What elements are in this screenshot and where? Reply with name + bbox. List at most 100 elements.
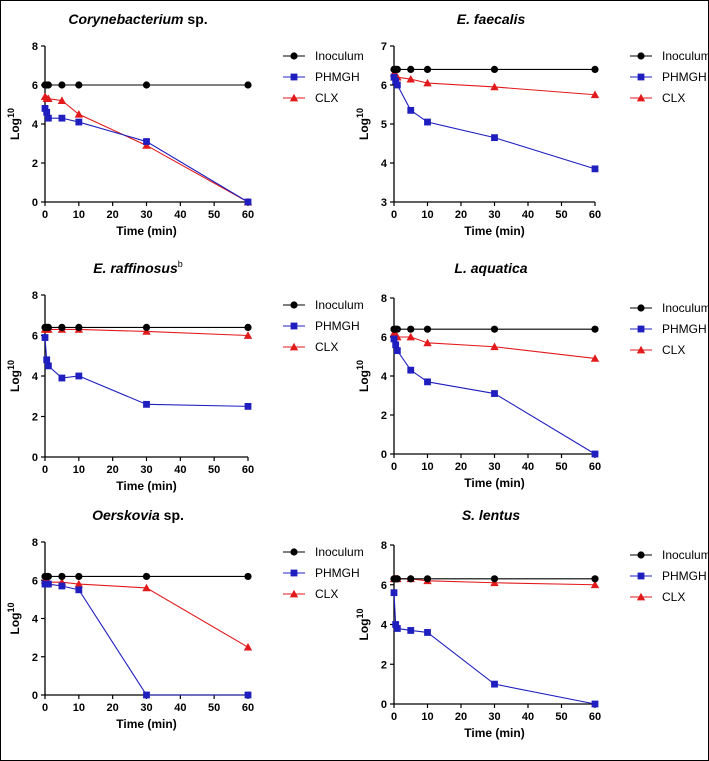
data-point-phmgh [424,629,431,636]
data-point-phmgh [43,108,51,116]
y-tick-label: 4 [32,371,39,383]
data-point-phmgh [244,402,252,410]
y-tick-label: 6 [32,331,38,343]
y-tick-label: 4 [32,119,39,131]
x-tick-label: 20 [455,711,467,723]
data-point-phmgh [75,586,83,594]
x-tick-label: 50 [555,711,567,723]
data-point-phmgh [58,114,66,122]
data-point-inoculum [75,572,83,581]
series-line-phmgh [45,583,248,696]
data-point-phmgh [491,390,498,397]
data-point-inoculum [407,65,415,73]
y-tick-label: 2 [381,410,387,422]
data-point-phmgh [390,335,398,343]
data-point-phmgh [393,81,401,89]
data-point-phmgh [41,334,49,341]
x-tick-label: 50 [555,461,567,473]
data-point-inoculum [407,575,415,583]
data-point-inoculum [44,81,52,89]
data-point-phmgh [407,366,415,374]
y-axis-label-main: Log [8,118,22,140]
legend-marker [290,73,298,81]
x-tick-label: 0 [391,711,397,723]
chart-panel-1: Corynebacterium sp. 0 2 4 6 8 0 10 20 30 40 50 60 Tim… [6,11,364,238]
legend-label: PHMGH [315,566,360,580]
y-tick-label: 4 [32,614,39,626]
data-point-inoculum [142,81,151,89]
y-axis-label-main: Log [8,613,22,635]
x-tick-label: 50 [555,209,567,221]
y-axis-label: Log10 [355,608,371,640]
data-point-inoculum [393,325,401,333]
data-point-inoculum [142,572,151,581]
y-tick-label: 8 [381,293,387,305]
x-tick-label: 30 [140,464,152,476]
y-tick-label: 6 [381,332,387,344]
x-tick-label: 20 [107,209,119,221]
data-point-phmgh [44,362,52,370]
data-point-clx [590,90,600,99]
y-tick-label: 4 [381,371,388,383]
data-point-phmgh [491,680,498,688]
legend-marker [290,52,298,60]
x-tick-label: 20 [107,464,119,476]
y-tick-label: 6 [32,80,38,92]
legend-label: PHMGH [315,319,360,333]
x-tick-label: 0 [42,209,48,221]
y-tick-label: 4 [381,158,388,170]
data-point-phmgh [424,118,431,126]
data-point-inoculum [423,325,432,333]
x-axis-label: Time (min) [464,476,524,490]
data-point-clx [406,74,415,83]
legend-label: Inoculum [662,548,708,562]
data-point-clx [74,579,84,588]
y-axis-label-superscript: 10 [6,108,16,118]
x-tick-label: 0 [391,461,397,473]
legend-label: CLX [662,343,685,357]
legend-label: PHMGH [662,322,707,336]
x-tick-label: 60 [242,464,254,476]
legend-label: CLX [662,590,685,604]
chart-title: L. aquatica [454,260,527,276]
y-axis-label: Log10 [355,360,371,392]
data-point-clx [243,331,253,339]
data-point-phmgh [491,134,498,142]
y-tick-label: 8 [381,540,387,552]
y-axis-label-main: Log [357,370,371,392]
data-point-phmgh [244,198,252,206]
legend-label: Inoculum [662,301,708,315]
y-axis-label: Log10 [6,360,22,392]
y-tick-label: 8 [32,290,38,302]
x-tick-label: 50 [208,209,220,221]
chart-panel-3: E. raffinosusb 0 2 4 6 8 0 10 20 30 40 50 60 Time (mi… [6,259,364,493]
chart-title-suffix: sp. [160,507,184,523]
data-point-inoculum [490,325,499,333]
legend-marker [637,304,645,312]
y-tick-label: 5 [381,119,387,131]
y-tick-label: 0 [381,699,387,711]
legend-marker [290,322,298,330]
y-axis-label-superscript: 10 [355,608,365,618]
x-tick-label: 0 [42,464,48,476]
chart-title-suffix: sp. [184,11,208,27]
data-point-phmgh [44,114,52,122]
data-point-inoculum [591,65,599,73]
chart-title: E. faecalis [457,11,526,27]
x-tick-label: 60 [589,209,601,221]
x-tick-label: 0 [42,702,48,714]
data-point-clx [406,332,415,341]
y-axis-label-superscript: 10 [6,602,16,612]
data-point-phmgh [44,580,52,588]
x-tick-label: 50 [208,464,220,476]
data-point-inoculum [58,572,66,581]
data-point-phmgh [58,374,66,382]
y-axis-label-main: Log [357,118,371,140]
chart-title: E. raffinosusb [93,259,183,276]
chart-title-main: Oerskovia [92,507,160,523]
chart-title-superscript: b [178,259,183,269]
data-point-clx [44,94,53,103]
legend-label: PHMGH [662,569,707,583]
x-tick-label: 60 [589,711,601,723]
